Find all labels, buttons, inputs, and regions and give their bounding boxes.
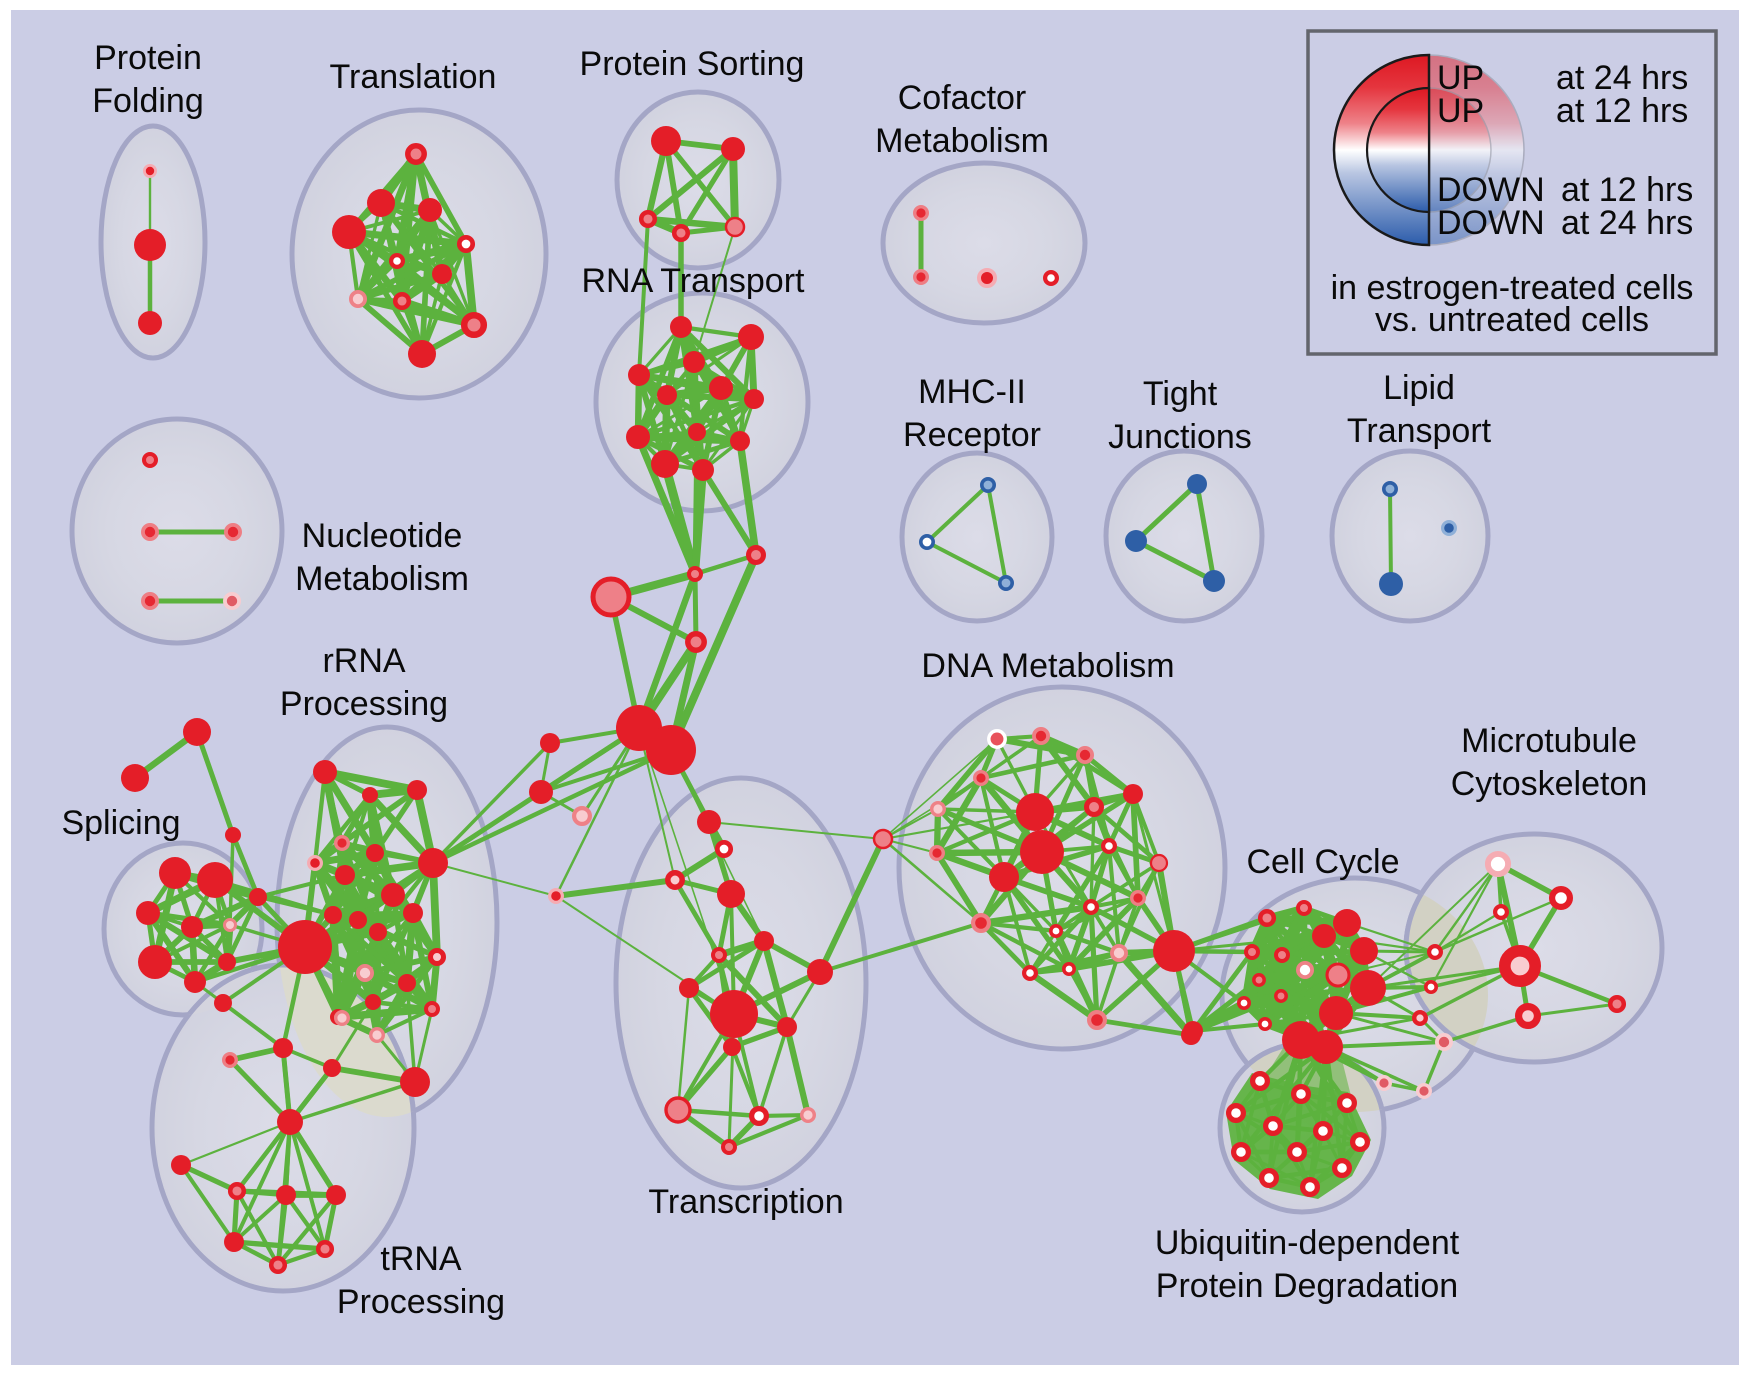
svg-text:Transcription: Transcription (648, 1183, 843, 1221)
svg-text:Nucleotide: Nucleotide (302, 517, 463, 555)
svg-text:Processing: Processing (337, 1283, 505, 1321)
svg-text:Metabolism: Metabolism (875, 122, 1049, 160)
svg-text:Metabolism: Metabolism (295, 560, 469, 598)
svg-text:Microtubule: Microtubule (1461, 722, 1637, 760)
svg-text:Cytoskeleton: Cytoskeleton (1451, 765, 1648, 803)
svg-text:MHC-II: MHC-II (918, 373, 1026, 411)
svg-text:at 24 hrs: at 24 hrs (1556, 59, 1688, 97)
svg-text:Translation: Translation (330, 58, 497, 96)
svg-text:Protein Degradation: Protein Degradation (1156, 1267, 1458, 1305)
svg-text:DOWN: DOWN (1437, 204, 1545, 242)
svg-text:Ubiquitin-dependent: Ubiquitin-dependent (1155, 1224, 1460, 1262)
svg-text:Lipid: Lipid (1383, 369, 1455, 407)
svg-text:Receptor: Receptor (903, 416, 1041, 454)
svg-text:vs. untreated cells: vs. untreated cells (1375, 301, 1649, 339)
svg-text:Cell Cycle: Cell Cycle (1246, 843, 1399, 881)
svg-text:Processing: Processing (280, 685, 448, 723)
svg-text:Protein: Protein (94, 39, 202, 77)
svg-text:Cofactor: Cofactor (898, 79, 1027, 117)
svg-text:at 12 hrs: at 12 hrs (1556, 92, 1688, 130)
svg-text:in estrogen-treated cells: in estrogen-treated cells (1331, 269, 1694, 307)
svg-text:Folding: Folding (92, 82, 204, 120)
svg-text:RNA Transport: RNA Transport (582, 262, 806, 300)
svg-text:Protein Sorting: Protein Sorting (580, 45, 805, 83)
svg-text:DOWN: DOWN (1437, 171, 1545, 209)
svg-text:tRNA: tRNA (380, 1240, 462, 1278)
svg-text:DNA Metabolism: DNA Metabolism (921, 647, 1174, 685)
svg-text:UP: UP (1437, 92, 1484, 130)
svg-text:Splicing: Splicing (61, 804, 180, 842)
svg-text:Tight: Tight (1143, 375, 1218, 413)
svg-text:Transport: Transport (1347, 412, 1492, 450)
svg-text:UP: UP (1437, 59, 1484, 97)
svg-text:at 12 hrs: at 12 hrs (1561, 171, 1693, 209)
svg-text:rRNA: rRNA (322, 642, 405, 680)
svg-text:at 24 hrs: at 24 hrs (1561, 204, 1693, 242)
svg-text:Junctions: Junctions (1108, 418, 1252, 456)
